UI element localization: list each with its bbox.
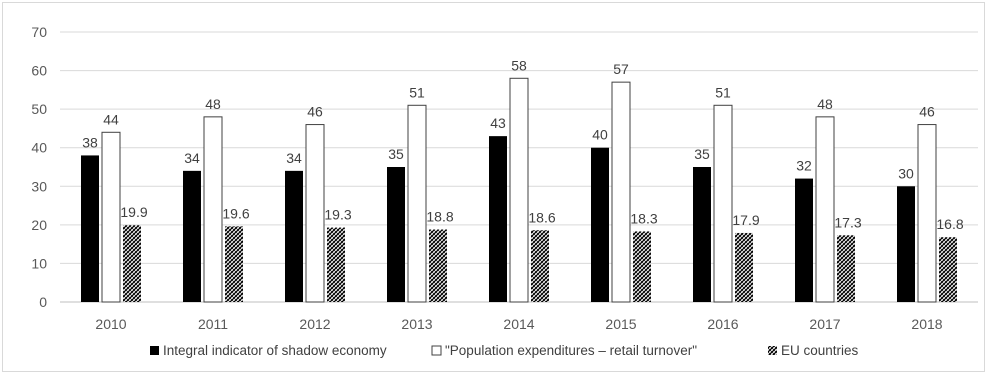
legend-swatch-series-3	[768, 346, 777, 355]
bar-2015-series-3	[633, 231, 651, 302]
y-tick-label: 30	[31, 178, 47, 194]
bar-2014-series-2	[509, 77, 529, 303]
legend-label-series-1: Integral indicator of shadow economy	[163, 343, 387, 358]
legend-label-series-2: "Population expenditures – retail turnov…	[445, 343, 697, 358]
data-label-2010-series-3: 19.9	[120, 204, 147, 220]
bar-2010-series-3	[123, 225, 141, 302]
bar-2011-series-3	[225, 226, 243, 302]
data-label-2016-series-3: 17.9	[732, 212, 759, 228]
y-tick-label: 10	[31, 255, 47, 271]
data-label-2011-series-2: 48	[205, 96, 221, 112]
bar-2016-series-2	[713, 104, 733, 303]
data-label-2018-series-3: 16.8	[936, 216, 963, 232]
bar-2012-series-2	[305, 124, 325, 303]
x-tick-label: 2017	[809, 316, 840, 332]
x-tick-label: 2015	[605, 316, 636, 332]
data-label-2013-series-2: 51	[409, 84, 425, 100]
y-tick-label: 20	[31, 217, 47, 233]
bar-2017-series-1	[795, 178, 813, 302]
bar-2018-series-2	[917, 124, 937, 303]
data-label-2012-series-3: 19.3	[324, 207, 351, 223]
bar-2011-series-1	[183, 170, 201, 302]
x-axis-ticks: 2010 2011 2012 2013 2014 2015 2016 2017 2018	[95, 316, 942, 332]
x-tick-label: 2010	[95, 316, 126, 332]
bar-2010-series-2	[101, 131, 121, 303]
bar-2012-series-1	[285, 170, 303, 302]
bar-2015-series-2	[611, 81, 631, 303]
data-label-2016-series-2: 51	[715, 84, 731, 100]
bar-2016-series-3	[735, 232, 753, 302]
bar-2017-series-2	[815, 116, 835, 303]
data-labels: 38 44 19.9 34 48 19.6 34 46 19.3 35 51 18.8 43 58 18.6…	[82, 57, 964, 232]
data-label-2010-series-1: 38	[82, 134, 98, 150]
y-tick-label: 70	[31, 24, 47, 40]
data-label-2014-series-2: 58	[511, 57, 527, 73]
data-label-2017-series-2: 48	[817, 96, 833, 112]
bar-2014-series-3	[531, 230, 549, 302]
data-label-2015-series-2: 57	[613, 61, 629, 77]
legend-label-series-3: EU countries	[781, 343, 859, 358]
x-tick-label: 2012	[299, 316, 330, 332]
y-tick-label: 60	[31, 63, 47, 79]
y-axis-ticks: 0 10 20 30 40 50 60 70	[31, 24, 47, 310]
x-tick-label: 2016	[707, 316, 738, 332]
legend-swatch-series-1	[150, 346, 159, 355]
bar-2016-series-1	[693, 167, 711, 302]
data-label-2017-series-1: 32	[796, 158, 812, 174]
data-label-2018-series-1: 30	[898, 165, 914, 181]
data-label-2017-series-3: 17.3	[834, 214, 861, 230]
bar-2013-series-2	[407, 104, 427, 303]
bar-2018-series-3	[939, 237, 957, 302]
data-label-2014-series-3: 18.6	[528, 209, 555, 225]
bar-2013-series-3	[429, 229, 447, 302]
legend-swatch-series-2	[431, 345, 442, 356]
x-tick-label: 2018	[911, 316, 942, 332]
bar-2010-series-1	[81, 155, 99, 302]
data-label-2010-series-2: 44	[103, 111, 119, 127]
bar-2018-series-1	[897, 186, 915, 302]
data-label-2015-series-3: 18.3	[630, 210, 657, 226]
x-tick-label: 2013	[401, 316, 432, 332]
data-label-2011-series-3: 19.6	[222, 205, 249, 221]
x-tick-label: 2014	[503, 316, 534, 332]
bar-2013-series-1	[387, 167, 405, 302]
data-label-2015-series-1: 40	[592, 127, 608, 143]
bars	[81, 77, 957, 303]
y-tick-label: 0	[39, 294, 47, 310]
legend: Integral indicator of shadow economy "Pop…	[150, 343, 859, 358]
bar-2014-series-1	[489, 136, 507, 302]
data-label-2018-series-2: 46	[919, 104, 935, 120]
x-tick-label: 2011	[198, 316, 228, 332]
y-tick-label: 40	[31, 140, 47, 156]
bar-2015-series-1	[591, 147, 609, 302]
data-label-2014-series-1: 43	[490, 115, 506, 131]
data-label-2012-series-1: 34	[286, 150, 302, 166]
data-label-2012-series-2: 46	[307, 104, 323, 120]
data-label-2016-series-1: 35	[694, 146, 710, 162]
y-tick-label: 50	[31, 101, 47, 117]
bar-2012-series-3	[327, 227, 345, 302]
data-label-2013-series-3: 18.8	[426, 208, 453, 224]
bar-2011-series-2	[203, 116, 223, 303]
data-label-2011-series-1: 34	[184, 150, 200, 166]
bar-2017-series-3	[837, 235, 855, 302]
data-label-2013-series-1: 35	[388, 146, 404, 162]
